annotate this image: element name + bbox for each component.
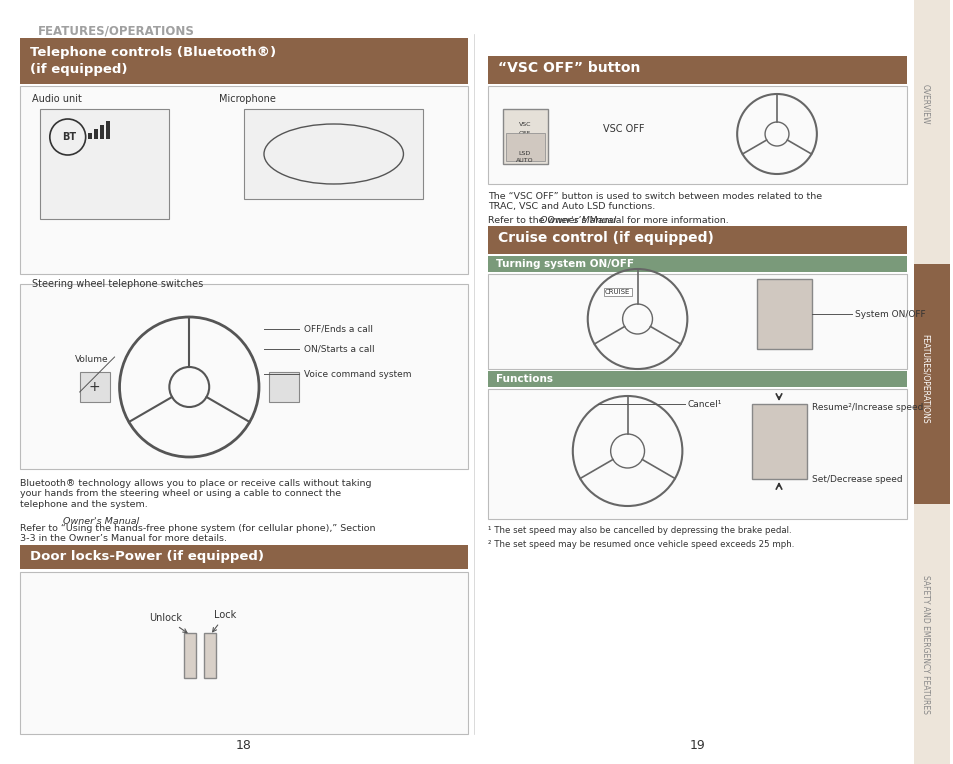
Bar [914,0,949,764]
Bar [20,572,468,734]
Bar [99,125,104,139]
Bar [914,264,949,504]
Text: Cruise control (if equipped): Cruise control (if equipped) [497,231,713,245]
Text: Refer to “Using the hands-free phone system (for cellular phone),” Section
3-3 i: Refer to “Using the hands-free phone sys… [20,524,375,543]
Bar [106,121,110,139]
Text: +: + [89,380,100,394]
Bar [488,56,905,84]
Text: Microphone: Microphone [219,94,275,104]
Text: Audio unit: Audio unit [31,94,82,104]
Text: 19: 19 [689,739,704,752]
Text: VSC: VSC [518,122,531,127]
Text: Telephone controls (Bluetooth®)
(if equipped): Telephone controls (Bluetooth®) (if equi… [30,46,275,76]
Text: Lock: Lock [213,610,236,632]
Text: FEATURES/OPERATIONS: FEATURES/OPERATIONS [38,24,194,37]
Bar [488,274,905,369]
Text: Steering wheel telephone switches: Steering wheel telephone switches [31,279,203,289]
Text: ON/Starts a call: ON/Starts a call [303,345,375,354]
Text: Owner's Manual: Owner's Manual [63,517,139,526]
Text: Voice command system: Voice command system [303,370,411,378]
Bar [502,109,547,164]
Bar [757,279,811,349]
Text: Turning system ON/OFF: Turning system ON/OFF [496,259,634,269]
Text: FEATURES/OPERATIONS: FEATURES/OPERATIONS [920,334,929,424]
Text: AUTO: AUTO [516,158,534,163]
Bar [40,109,170,219]
Text: Set/Decrease speed: Set/Decrease speed [811,474,902,484]
Text: Resume²/Increase speed: Resume²/Increase speed [811,403,923,412]
Bar [20,545,468,569]
Text: Volume: Volume [74,354,109,364]
Bar [80,372,110,402]
Bar [204,633,216,678]
Text: ¹ The set speed may also be cancelled by depressing the brake pedal.: ¹ The set speed may also be cancelled by… [488,526,791,535]
Bar [751,404,806,479]
Text: Functions: Functions [496,374,553,384]
Bar [184,633,196,678]
Bar [488,226,905,254]
Text: 18: 18 [236,739,252,752]
Text: VSC OFF: VSC OFF [602,124,643,134]
Text: The “VSC OFF” button is used to switch between modes related to the
TRAC, VSC an: The “VSC OFF” button is used to switch b… [488,192,821,212]
Text: SAFETY AND EMERGENCY FEATURES: SAFETY AND EMERGENCY FEATURES [920,575,929,714]
Text: Owner's Manual: Owner's Manual [539,216,616,225]
Text: “VSC OFF” button: “VSC OFF” button [497,61,639,75]
Text: System ON/OFF: System ON/OFF [854,309,924,319]
Text: Bluetooth® technology allows you to place or receive calls without taking
your h: Bluetooth® technology allows you to plac… [20,479,371,509]
Bar [93,129,97,139]
Bar [488,371,905,387]
Bar [20,38,468,84]
Bar [88,133,91,139]
Bar [505,133,544,161]
Text: Refer to the Owner’s Manual for more information.: Refer to the Owner’s Manual for more inf… [488,216,728,225]
Bar [488,256,905,272]
Bar [20,284,468,469]
Text: BT: BT [62,132,76,142]
Text: LSD: LSD [518,151,531,156]
Bar [488,389,905,519]
Text: CRUISE: CRUISE [604,289,630,295]
Text: Door locks-Power (if equipped): Door locks-Power (if equipped) [30,550,264,563]
Text: Cancel¹: Cancel¹ [687,400,721,409]
Bar [244,109,423,199]
Text: OFF/Ends a call: OFF/Ends a call [303,325,373,334]
Text: Unlock: Unlock [150,613,187,633]
Text: OVERVIEW: OVERVIEW [920,84,929,125]
Bar [488,86,905,184]
Bar [20,86,468,274]
Bar [269,372,298,402]
Text: ² The set speed may be resumed once vehicle speed exceeds 25 mph.: ² The set speed may be resumed once vehi… [488,540,794,549]
Text: OFF: OFF [518,131,531,136]
